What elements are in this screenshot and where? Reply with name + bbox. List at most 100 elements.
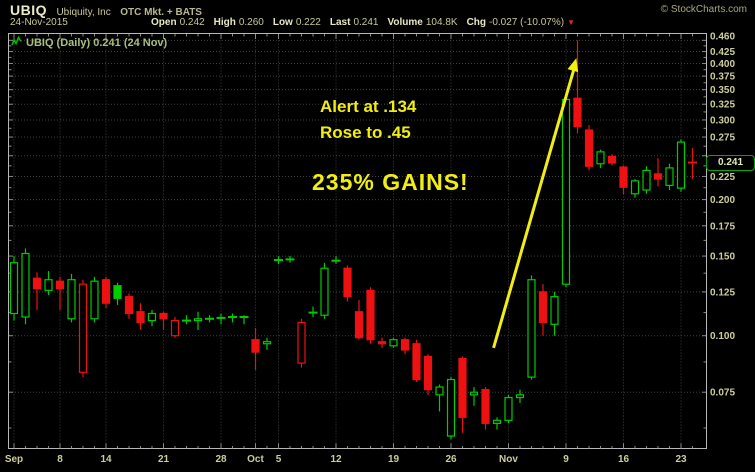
candle [182,315,191,325]
candle [331,256,341,265]
candle [688,148,697,180]
candle-body [113,285,122,299]
price-axis-label: 0.350 [710,85,735,96]
candle-doji-dash [308,311,318,314]
date-axis-label: 16 [618,454,630,465]
candle [561,95,571,288]
candle-body [159,312,168,320]
candle [274,256,283,265]
candle-body [538,291,548,324]
candle [228,313,237,323]
candle [665,163,674,191]
date-axis-label: 12 [330,454,342,465]
candle-body [423,355,433,391]
price-axis-label: 0.325 [710,100,735,111]
candle [550,291,559,336]
candle-body [136,311,145,324]
candle [573,40,582,134]
candle-body [32,277,42,290]
candle-body [469,391,479,396]
candle [285,256,295,263]
candle-body [193,318,203,322]
candle-doji-dash [285,258,295,261]
x-axis-labels: Sep 8 14 21 28 Oct 5 12 19 26 Nov 9 16 23 [5,454,687,465]
candle-body [124,296,134,315]
stockcharts-logo-icon [11,35,22,46]
candle [596,149,605,168]
quote-field-value: 0.242 [179,17,205,28]
candle-body [262,341,272,345]
date-axis-label: Nov [499,454,518,465]
candle-body [607,155,617,164]
quote-field-value: 0.241 [353,17,379,28]
candle [527,275,536,380]
date-axis-label: 28 [215,454,227,465]
last-price-tag: 0.241 [706,155,755,171]
candle-body [90,280,99,320]
date-axis-label: 8 [57,454,63,465]
candle-body [412,343,421,381]
date-axis-label: Oct [247,454,264,465]
candle-body [481,389,490,424]
chart-header: UBIQ Ubiquity, Inc OTC Mkt. + BATS [10,2,202,20]
candle [90,276,99,323]
candle [297,318,306,368]
gridlines [9,34,706,448]
candle-body [665,167,674,186]
candle-body [619,166,628,188]
candle-body [9,262,19,315]
axis-ticks [9,34,706,449]
candle-body [561,98,571,285]
date-axis-label: 9 [563,454,569,465]
candle [78,279,88,378]
candle-doji-dash [688,161,697,164]
candle-body [642,169,651,191]
candle-body [435,386,444,396]
stockcharts-copyright: © StockCharts.com [660,4,747,15]
candles [9,40,697,440]
candle [239,315,249,325]
candle [538,284,548,336]
candle [55,276,65,310]
candle-body [515,394,525,399]
candle [607,154,617,166]
candle-doji-dash [182,319,191,322]
candle-body [366,289,375,341]
candle-body [446,378,456,437]
candle [630,179,640,198]
candle [9,256,19,321]
candle [366,287,375,344]
candle [67,273,76,323]
candle-doji-dash [216,316,226,319]
date-axis-label: 21 [158,454,170,465]
trend-arrow-head [567,58,579,73]
candle-body [170,320,180,337]
quote-field-value: 0.260 [238,17,264,28]
quote-field-label: Open [151,17,177,28]
company-name: Ubiquity, Inc [56,7,111,18]
candle-body [297,321,306,364]
candle-body [596,151,605,165]
candle-body [101,279,111,304]
price-axis-label: 0.275 [710,133,735,144]
candle [262,337,272,350]
price-axis-label: 0.460 [710,32,735,43]
candle-body [377,341,387,345]
candle [320,262,329,319]
candle-body [550,296,559,325]
candle-doji-dash [228,315,237,318]
candle [458,356,467,433]
quote-field-label: High [213,17,236,28]
candle-body [67,279,76,320]
candle [113,282,122,305]
candle-body [630,180,640,195]
candle [136,303,145,330]
candle [435,384,444,412]
candle [423,354,433,395]
annotation-alert-price: Alert at .134 [320,97,417,116]
date-axis-label: 5 [276,454,282,465]
candle-body [21,252,30,318]
quote-row: 24-Nov-2015 Open 0.242 High 0.260 Low 0.222 Las… [10,17,575,28]
